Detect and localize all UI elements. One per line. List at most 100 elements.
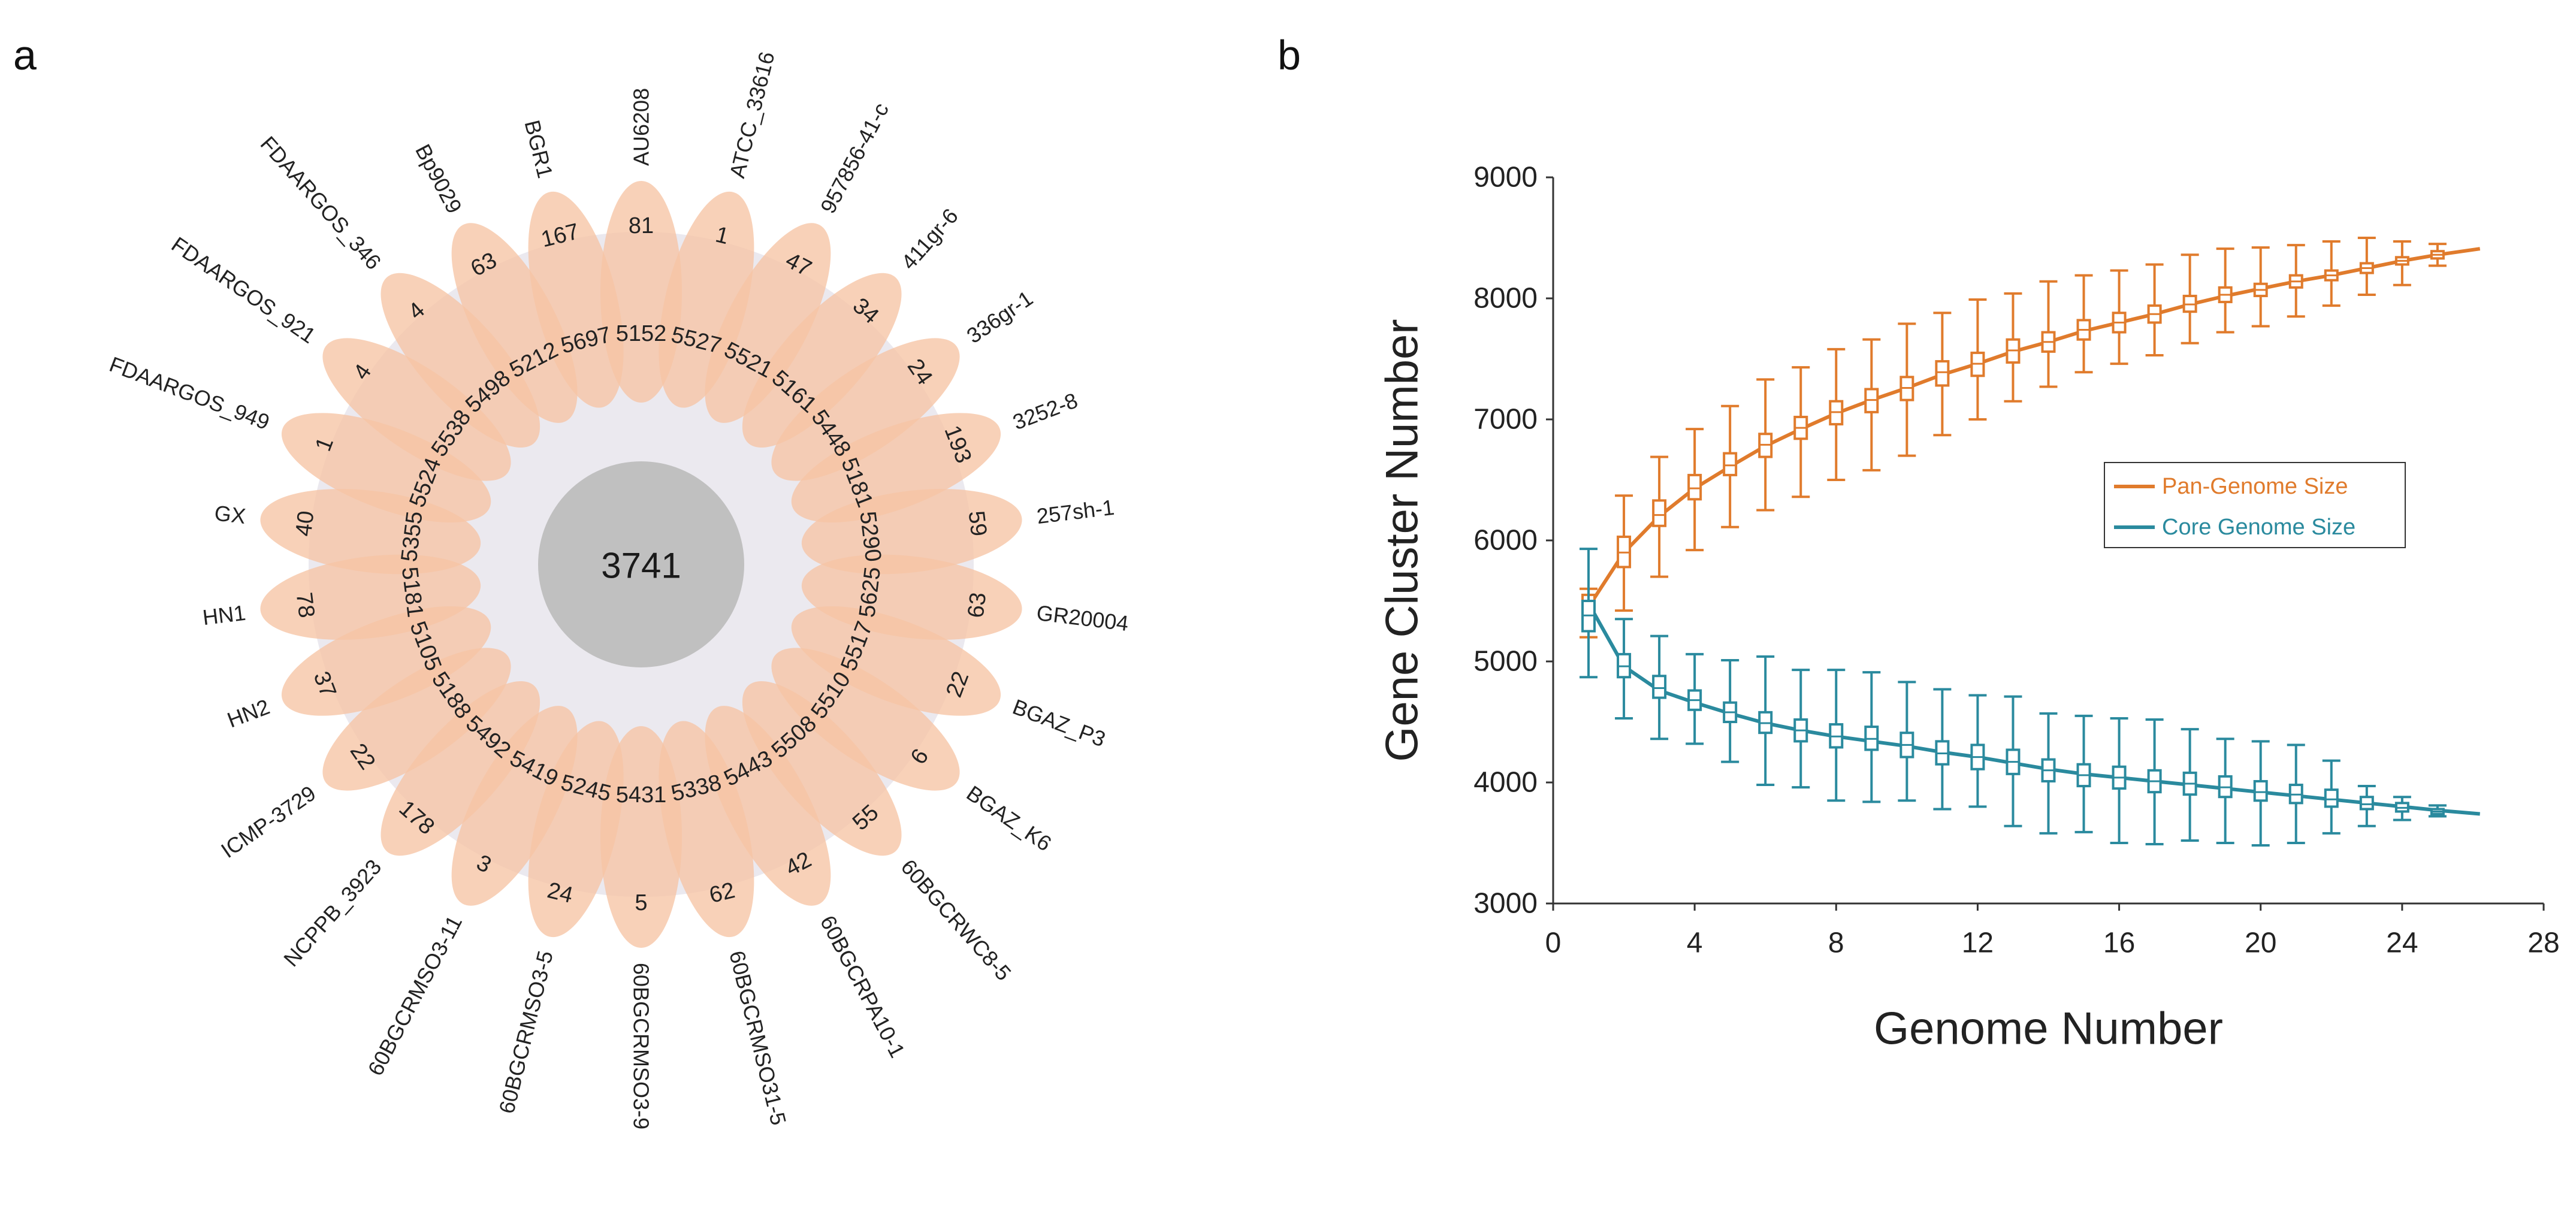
x-tick-label: 24 (2386, 927, 2418, 959)
strain-label: Bp9029 (410, 140, 467, 217)
x-tick-label: 16 (2103, 927, 2135, 959)
strain-label: HN1 (201, 600, 247, 630)
strain-label: FDAARGOS_346 (256, 131, 386, 274)
petal (771, 338, 960, 481)
petal-shared-count: 5431 (616, 782, 667, 808)
x-tick-label: 0 (1545, 927, 1562, 959)
strain-label: 60BGCRMSO31-5 (724, 948, 791, 1128)
strain-label: 957856-41-c (816, 99, 893, 217)
box-mark (1723, 452, 1738, 476)
strain-label: 3252-8 (1010, 388, 1081, 434)
x-tick-label: 4 (1687, 927, 1703, 959)
x-tick-label: 28 (2527, 927, 2559, 959)
strain-label: HN2 (224, 694, 273, 733)
strain-label: 60BGCRPA10-1 (816, 911, 910, 1062)
petal-shared-count: 5355 (397, 510, 428, 563)
box-mark (1687, 473, 1702, 501)
petal-unique-count: 40 (291, 509, 319, 537)
petal (801, 489, 1022, 575)
petal (451, 706, 578, 906)
strain-label: FDAARGOS_921 (167, 232, 320, 348)
petal (322, 338, 511, 481)
box-mark (1652, 675, 1667, 699)
legend-label: Pan-Genome Size (2162, 474, 2348, 499)
petal (281, 413, 491, 523)
fit-line (1587, 247, 2481, 608)
petal (659, 721, 754, 938)
petal-unique-count: 59 (964, 509, 992, 537)
y-axis-title: Gene Cluster Number (1377, 319, 1428, 761)
y-tick-label: 7000 (1473, 404, 1538, 436)
strain-label: 60BGCRWC8-5 (896, 854, 1016, 985)
box-mark (2359, 796, 2374, 811)
strain-label: AU6208 (629, 88, 654, 166)
petal (791, 606, 1001, 716)
petal (380, 681, 540, 856)
petal-unique-count: 78 (291, 591, 319, 619)
box-mark (2324, 788, 2339, 808)
petal-unique-count: 63 (964, 591, 992, 619)
petal-shared-count: 5152 (616, 321, 667, 346)
legend: Pan-Genome Size Core Genome Size (2104, 462, 2406, 548)
strain-label: GR20004 (1035, 600, 1130, 636)
core-circle (538, 461, 744, 667)
petal (380, 273, 540, 448)
legend-box (2104, 462, 2406, 548)
box-mark (1652, 499, 1667, 527)
strain-label: 257sh-1 (1035, 495, 1116, 528)
series-pan-genome-size (1580, 237, 2481, 639)
panel-a-letter: a (13, 32, 37, 78)
y-tick-label: 6000 (1473, 525, 1538, 557)
strain-label: ICMP-3729 (216, 781, 320, 863)
petal-shared-count: 5181 (397, 566, 428, 619)
petal-unique-count: 5 (635, 890, 647, 915)
strain-label: 411gr-6 (896, 204, 963, 274)
x-tick-label: 12 (1962, 927, 1994, 959)
strain-label: 60BGCRMSO3-9 (629, 963, 654, 1129)
petal (281, 606, 491, 716)
box-mark (1935, 360, 1950, 387)
petal (705, 706, 831, 906)
strain-label: ATCC_33616 (724, 49, 779, 180)
series-core-genome-size (1580, 548, 2480, 847)
panel-b-letter: b (1278, 32, 1301, 78)
strain-label: 336gr-1 (962, 286, 1037, 348)
petal-unique-count: 81 (629, 213, 654, 238)
petal (742, 681, 902, 856)
x-axis-title: Genome Number (1874, 1004, 2223, 1054)
petal (322, 648, 511, 791)
petal-shared-count: 5290 (854, 510, 886, 563)
y-tick-label: 3000 (1473, 888, 1538, 920)
strain-label: 60BGCRMSO3-5 (494, 948, 557, 1116)
strain-label: BGAZ_K6 (962, 781, 1056, 856)
petals-group (260, 181, 1022, 948)
x-tick-label: 8 (1828, 927, 1844, 959)
strain-label: NCPPB_3923 (279, 854, 386, 971)
legend-label: Core Genome Size (2162, 515, 2355, 540)
petal (705, 223, 831, 423)
strain-label: 60BGCRMSO3-11 (363, 911, 467, 1080)
y-tick-label: 5000 (1473, 646, 1538, 678)
strain-label: BGAZ_P3 (1010, 694, 1109, 752)
petal (771, 648, 960, 791)
petal (742, 273, 902, 448)
core-count: 3741 (601, 546, 681, 586)
y-tick-label: 8000 (1473, 283, 1538, 315)
petal-shared-count: 5625 (854, 566, 886, 619)
fit-line (1587, 602, 2480, 816)
strain-label: FDAARGOS_949 (106, 352, 273, 434)
petal (260, 554, 481, 640)
x-tick-label: 20 (2245, 927, 2276, 959)
y-tick-label: 9000 (1473, 162, 1538, 194)
pan-core-chart: 3000 4000 5000 6000 7000 8000 9000 0 4 8 12 16 20 24 2… (1377, 162, 2560, 1054)
box-mark (2253, 779, 2268, 802)
y-tick-label: 4000 (1473, 767, 1538, 799)
petal (528, 191, 624, 408)
petal-unique-count: 62 (707, 878, 738, 908)
strain-label: GX (213, 500, 247, 528)
petal-unique-count: 24 (545, 878, 575, 908)
petal (451, 223, 578, 423)
strain-label: BGR1 (520, 117, 558, 180)
petal (791, 413, 1001, 523)
